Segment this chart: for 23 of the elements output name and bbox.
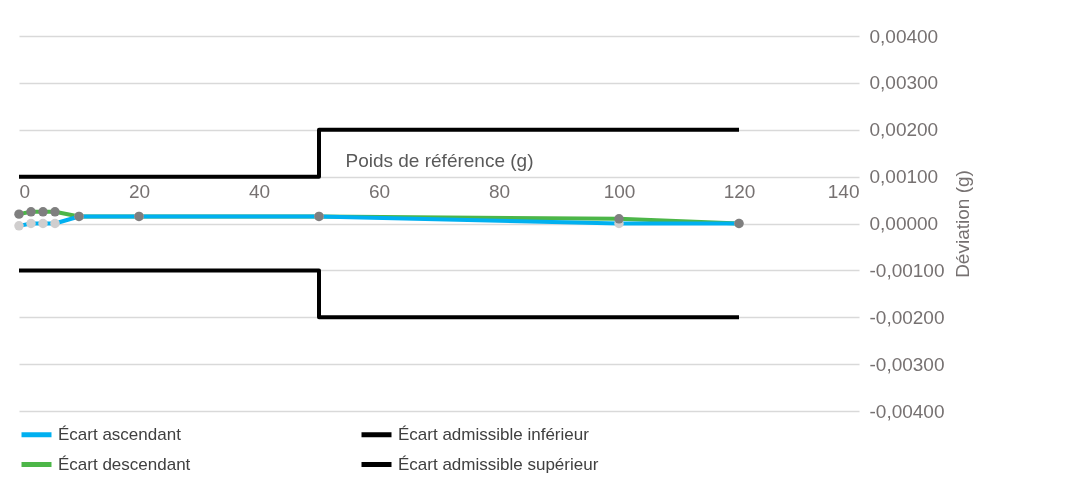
x-axis-title: Poids de référence (g) [345,150,534,171]
y-axis-title: Déviation (g) [951,170,973,278]
legend-label: Écart descendant [58,454,191,474]
x-tick-label: 40 [248,181,271,202]
y-tick-label: -0,00300 [869,353,945,375]
legend-label: Écart admissible supérieur [398,454,599,474]
x-tick-label: 0 [19,181,31,202]
y-tick-label: 0,00000 [869,213,939,234]
y-tick-label: 0,00400 [869,25,939,47]
x-tick-label: 100 [603,181,636,202]
y-tick-label: -0,00200 [869,306,945,328]
y-tick-label: -0,00100 [869,259,945,281]
y-tick-label: 0,00100 [869,166,939,188]
x-tick-label: 120 [723,181,756,202]
legend-label: Écart admissible inférieur [398,424,590,444]
x-tick-label: 140 [827,181,860,202]
x-tick-label: 20 [128,181,151,202]
y-tick-label: -0,00400 [869,400,945,422]
legend-label: Écart ascendant [58,424,182,444]
y-tick-label: 0,00300 [869,72,939,94]
x-tick-label: 80 [488,181,511,202]
x-tick-label: 60 [368,181,391,202]
y-tick-label: 0,00200 [869,119,939,141]
